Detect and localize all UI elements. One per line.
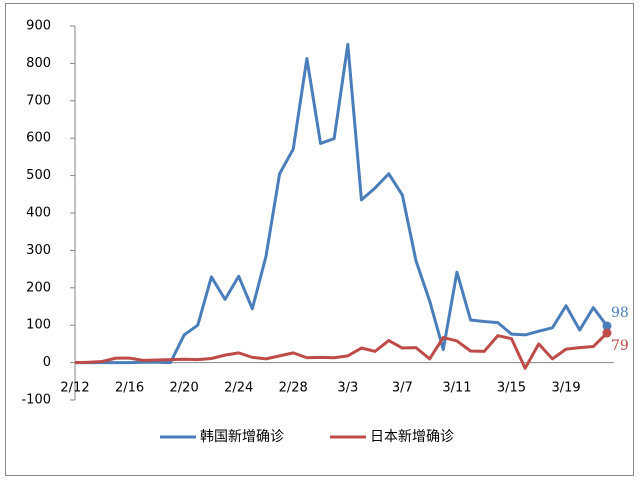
y-tick-label: 900: [26, 19, 51, 34]
x-tick-label: 2/20: [170, 381, 199, 396]
y-tick-label: 200: [26, 280, 51, 295]
x-tick-label: 3/7: [392, 381, 413, 396]
x-tick-label: 3/15: [497, 381, 526, 396]
value-label: 98: [611, 305, 629, 321]
chart-frame: [5, 3, 634, 476]
y-tick-label: 0: [43, 355, 51, 370]
series-line: [74, 331, 609, 370]
x-tick-label: 2/24: [224, 381, 253, 396]
end-point: [602, 328, 612, 338]
y-tick-label: 100: [26, 318, 51, 333]
y-tick-label: 700: [26, 93, 51, 108]
x-tick-label: 2/16: [115, 381, 144, 396]
series-line: [75, 42, 609, 365]
y-tick-label: -100: [21, 393, 51, 408]
x-tick-label: 2/12: [60, 381, 89, 396]
x-tick-label: 3/19: [551, 381, 580, 396]
end-point: [602, 321, 612, 331]
y-tick-label: 600: [26, 131, 51, 146]
value-label: 79: [611, 338, 629, 354]
x-tick-label: 2/28: [279, 381, 308, 396]
y-tick-label: 500: [26, 168, 51, 183]
x-tick-label: 3/3: [337, 381, 358, 396]
y-tick-label: 400: [26, 206, 51, 221]
y-tick-label: 800: [26, 56, 51, 71]
legend-label: 日本新增确诊: [370, 429, 454, 445]
y-tick-label: 300: [26, 243, 51, 258]
legend-label: 韩国新增确诊: [200, 429, 284, 445]
x-tick-label: 3/11: [442, 381, 471, 396]
